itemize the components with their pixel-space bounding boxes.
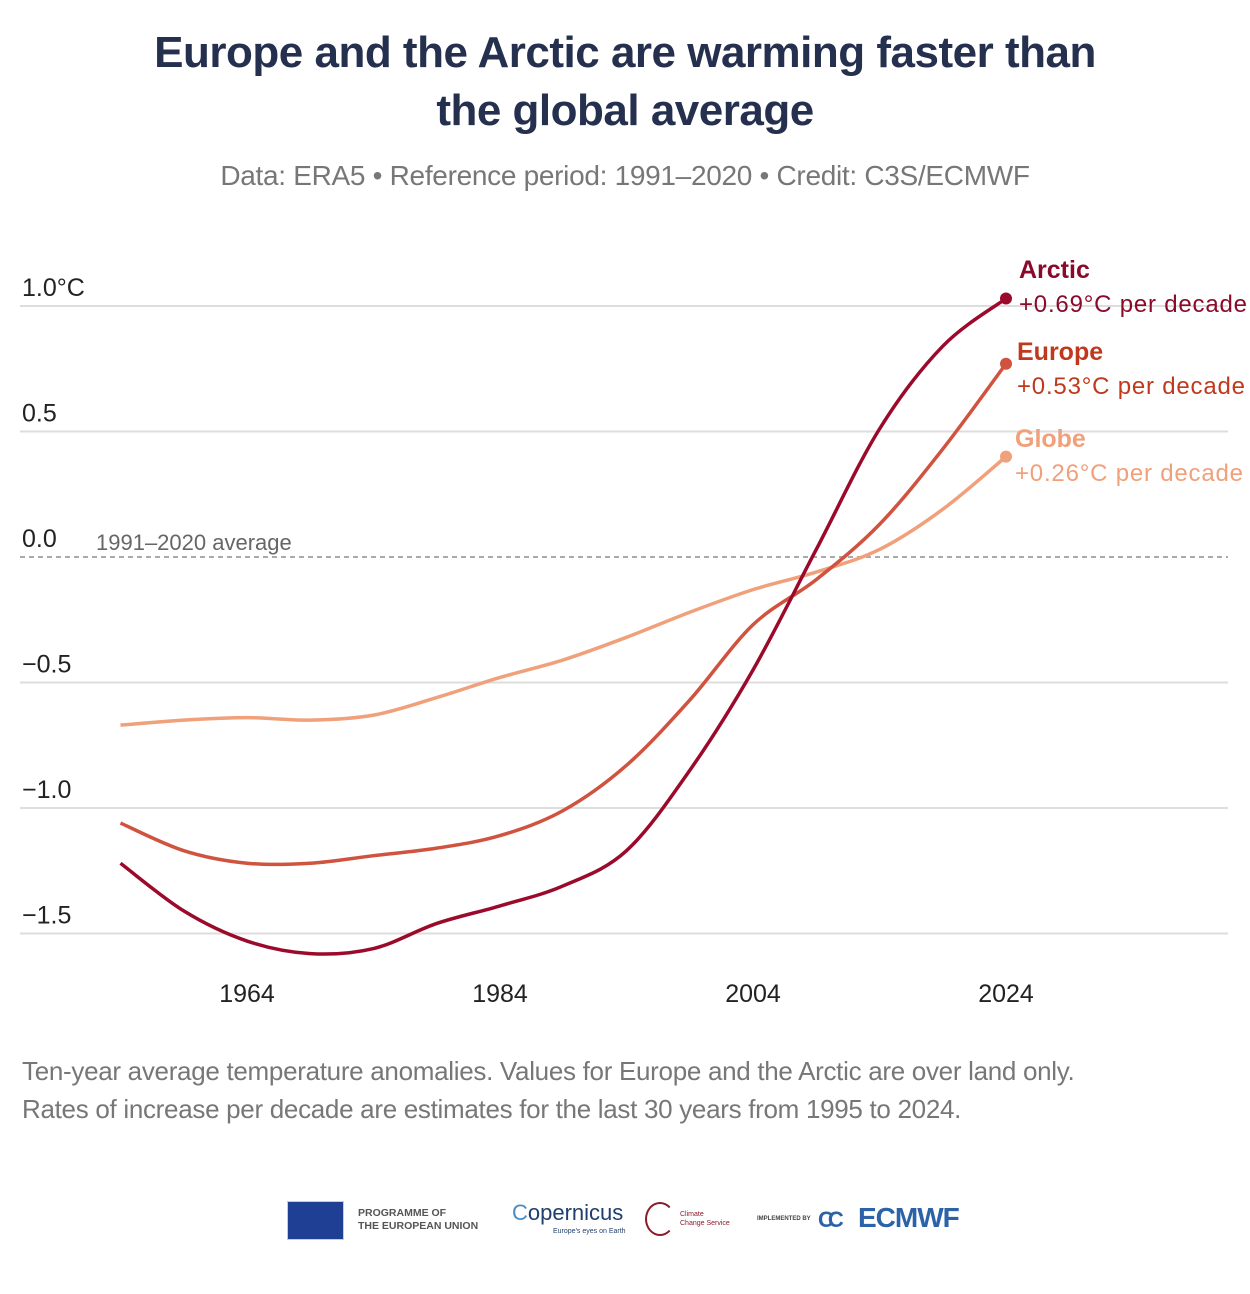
globe-line <box>120 455 1008 727</box>
x-tick-label: 2004 <box>725 980 781 1008</box>
arctic-series-label: Arctic <box>1019 256 1090 284</box>
europe-endpoint <box>1000 357 1012 370</box>
europe-series-label: Europe <box>1017 338 1103 366</box>
arctic-rate-label: +0.69°C per decade <box>1019 291 1247 318</box>
europe-rate-label: +0.53°C per decade <box>1017 373 1245 400</box>
ecmwf-logo-text: ECMWF <box>858 1202 960 1233</box>
c3s-line-2: Change Service <box>680 1220 730 1227</box>
x-tick-label: 1964 <box>219 980 275 1008</box>
eu-line-1: PROGRAMME OF <box>358 1207 447 1219</box>
title-line-2: the global average <box>436 86 814 135</box>
globe-rate-label: +0.26°C per decade <box>1015 460 1243 487</box>
europe-line <box>119 362 1008 867</box>
reference-line-label: 1991–2020 average <box>96 530 292 555</box>
arctic-endpoint <box>1000 292 1012 305</box>
arctic-line <box>119 297 1008 956</box>
y-tick-label: 1.0°C <box>22 274 85 302</box>
y-tick-label: −0.5 <box>22 651 71 679</box>
footnote: Ten-year average temperature anomalies. … <box>22 1052 1075 1128</box>
c3s-line-1: Climate <box>680 1211 704 1218</box>
ecmwf-logo-mark: CC <box>818 1207 844 1232</box>
eu-programme-text: PROGRAMME OF THE EUROPEAN UNION <box>358 1207 478 1233</box>
y-tick-label: 0.0 <box>22 525 57 553</box>
implemented-by-text: IMPLEMENTED BY <box>757 1216 811 1222</box>
footnote-line-1: Ten-year average temperature anomalies. … <box>22 1056 1075 1086</box>
footnote-line-2: Rates of increase per decade are estimat… <box>22 1094 962 1124</box>
x-tick-label: 1984 <box>472 980 528 1008</box>
logo-bar: PROGRAMME OF THE EUROPEAN UNION Copernic… <box>0 1198 1250 1243</box>
y-tick-label: 0.5 <box>22 400 57 428</box>
copernicus-text: opernicus <box>527 1200 624 1225</box>
chart-title: Europe and the Arctic are warming faster… <box>0 24 1250 140</box>
eu-line-2: THE EUROPEAN UNION <box>358 1220 479 1232</box>
y-tick-label: −1.0 <box>22 776 71 804</box>
y-tick-label: −1.5 <box>22 902 71 930</box>
eu-flag-logo <box>287 1201 344 1240</box>
copernicus-logo: Copernicus <box>512 1200 624 1225</box>
globe-series-label: Globe <box>1015 425 1086 453</box>
chart-subtitle: Data: ERA5 • Reference period: 1991–2020… <box>220 160 1030 191</box>
globe-endpoint <box>1000 450 1012 463</box>
c3s-logo-mark <box>645 1202 675 1236</box>
x-tick-label: 2024 <box>978 980 1034 1008</box>
copernicus-tagline: Europe's eyes on Earth <box>553 1228 626 1235</box>
title-line-1: Europe and the Arctic are warming faster… <box>154 28 1096 77</box>
c3s-logo-text: Climate Change Service <box>680 1210 730 1228</box>
